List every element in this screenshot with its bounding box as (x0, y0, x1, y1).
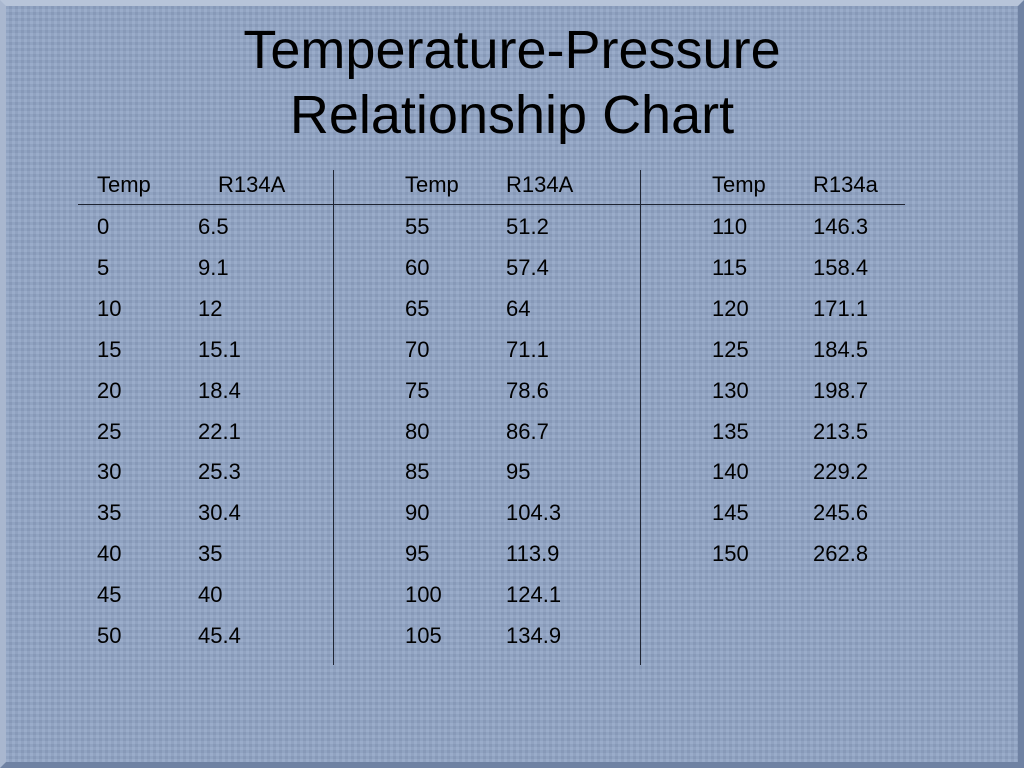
table-cell: 50 (97, 623, 122, 648)
table-cell: 100 (405, 582, 442, 608)
table-cell: 22.1 (198, 418, 241, 444)
table-cell: 15.1 (198, 336, 241, 362)
table-cell: 60 (405, 254, 430, 280)
table-cell: 80 (405, 418, 430, 444)
table-cell: 25.3 (198, 459, 241, 485)
table-cell: 55 (405, 214, 430, 239)
table-cell: 158.4 (813, 254, 869, 280)
table-cell: 70 (405, 336, 430, 362)
table-cell: 124.1 (506, 582, 562, 608)
table-cell: 95 (405, 541, 430, 567)
table-cell: 146.3 (813, 214, 869, 239)
table-cell: 135 (712, 418, 749, 444)
column-header: R134a (813, 172, 878, 197)
table-cell: 64 (506, 295, 531, 321)
table-cell: 95 (506, 459, 531, 485)
table-cell: 57.4 (506, 254, 549, 280)
table-cell: 15 (97, 336, 122, 362)
header-rule (78, 204, 905, 205)
column-divider (333, 170, 334, 665)
table-cell: 78.6 (506, 377, 549, 403)
table-cell: 140 (712, 459, 749, 485)
table-cell: 134.9 (506, 623, 562, 648)
column-header: R134A (506, 172, 574, 197)
table-cell: 229.2 (813, 459, 869, 485)
table-cell: 12 (198, 295, 223, 321)
table-cell: 65 (405, 295, 430, 321)
table-cell: 104.3 (506, 500, 562, 526)
table-cell: 20 (97, 377, 122, 403)
table-cell: 120 (712, 295, 749, 321)
table-cell: 45.4 (198, 623, 241, 648)
column-header: Temp (712, 172, 766, 197)
table-cell: 75 (405, 377, 430, 403)
table-cell: 184.5 (813, 336, 869, 362)
table-cell: 113.9 (506, 541, 560, 567)
table-cell: 18.4 (198, 377, 241, 403)
table-cell: 5 (97, 254, 110, 280)
table-cell: 150 (712, 541, 749, 567)
table-cell: 110 (712, 214, 748, 239)
table-cell: 35 (198, 541, 223, 567)
table-cell: 105 (405, 623, 442, 648)
column-divider (640, 170, 641, 665)
table-cell: 86.7 (506, 418, 549, 444)
table-cell: 51.2 (506, 214, 549, 239)
table-cell: 30.4 (198, 500, 241, 526)
table-cell: 30 (97, 459, 122, 485)
title-line: Relationship Chart (289, 85, 735, 145)
table-cell: 245.6 (813, 500, 869, 526)
table-cell: 125 (712, 336, 749, 362)
table-cell: 6.5 (198, 214, 229, 239)
table-cell: 40 (97, 541, 122, 567)
table-cell: 115 (712, 254, 748, 280)
column-header: R134A (218, 172, 286, 197)
table-cell: 90 (405, 500, 430, 526)
table-cell: 45 (97, 582, 122, 608)
table-cell: 35 (97, 500, 122, 526)
title-line: Temperature-Pressure (243, 20, 781, 80)
table-cell: 145 (712, 500, 749, 526)
table-cell: 71.1 (506, 336, 549, 362)
column-header: Temp (97, 172, 151, 197)
table-cell: 10 (97, 295, 122, 321)
table-cell: 85 (405, 459, 430, 485)
table-cell: 262.8 (813, 541, 869, 567)
table-cell: 198.7 (813, 377, 869, 403)
table-cell: 25 (97, 418, 122, 444)
table-cell: 40 (198, 582, 223, 608)
column-header: Temp (405, 172, 459, 197)
table-cell: 171.1 (813, 295, 869, 321)
table-cell: 0 (97, 214, 110, 239)
table-cell: 9.1 (198, 254, 229, 280)
table-cell: 130 (712, 377, 749, 403)
table-cell: 213.5 (813, 418, 869, 444)
